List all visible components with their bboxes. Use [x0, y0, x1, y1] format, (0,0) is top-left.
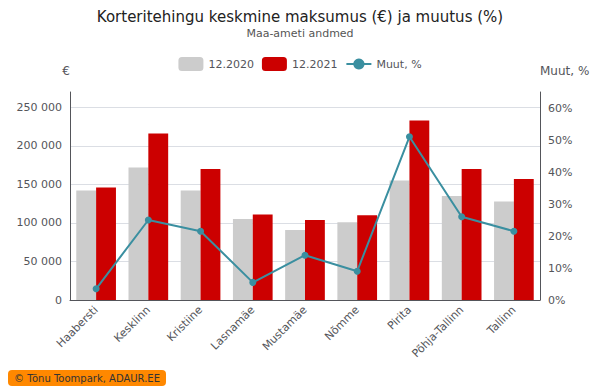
- svg-text:0: 0: [55, 294, 62, 307]
- svg-text:150 000: 150 000: [17, 178, 63, 191]
- svg-text:20%: 20%: [548, 230, 572, 243]
- svg-text:40%: 40%: [548, 166, 572, 179]
- svg-text:Lasnamäe: Lasnamäe: [208, 303, 257, 352]
- svg-text:Pirita: Pirita: [385, 303, 414, 332]
- svg-text:100 000: 100 000: [17, 216, 63, 229]
- svg-text:Nõmme: Nõmme: [322, 303, 362, 343]
- svg-text:50%: 50%: [548, 134, 572, 147]
- svg-text:200 000: 200 000: [17, 139, 63, 152]
- svg-text:Tallinn: Tallinn: [484, 303, 518, 337]
- svg-text:€: €: [62, 64, 70, 78]
- svg-text:250 000: 250 000: [17, 101, 63, 114]
- svg-text:50 000: 50 000: [24, 255, 63, 268]
- svg-text:Maa-ameti andmed: Maa-ameti andmed: [246, 27, 353, 40]
- svg-text:10%: 10%: [548, 262, 572, 275]
- svg-text:12.2020: 12.2020: [208, 58, 254, 71]
- svg-text:Kesklinn: Kesklinn: [112, 303, 153, 344]
- svg-text:Põhja-Tallinn: Põhja-Tallinn: [409, 303, 466, 360]
- svg-text:30%: 30%: [548, 198, 572, 211]
- svg-text:Muut, %: Muut, %: [540, 64, 589, 78]
- svg-text:© Tõnu Toompark, ADAUR.EE: © Tõnu Toompark, ADAUR.EE: [14, 373, 160, 384]
- svg-text:60%: 60%: [548, 102, 572, 115]
- svg-text:12.2021: 12.2021: [292, 58, 338, 71]
- svg-text:Muut, %: Muut, %: [376, 58, 421, 71]
- svg-text:Mustamäe: Mustamäe: [260, 303, 310, 353]
- svg-text:Korteritehingu keskmine maksum: Korteritehingu keskmine maksumus (€) ja …: [97, 8, 503, 26]
- svg-text:Kristiine: Kristiine: [164, 303, 205, 344]
- svg-text:Haabersti: Haabersti: [54, 303, 101, 350]
- svg-text:0%: 0%: [548, 294, 565, 307]
